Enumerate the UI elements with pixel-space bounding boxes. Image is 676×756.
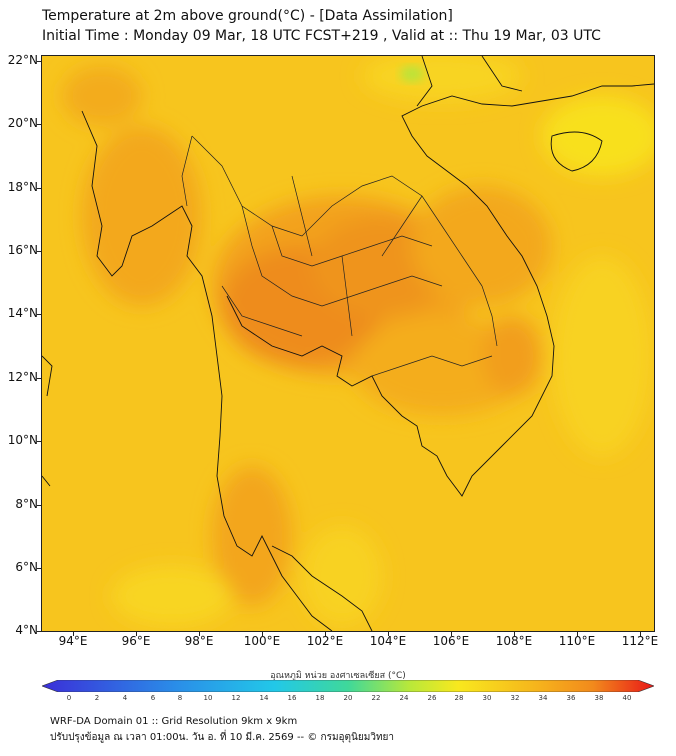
map-title: Temperature at 2m above ground(°C) - [Da… <box>42 6 601 46</box>
title-line-1: Temperature at 2m above ground(°C) - [Da… <box>42 8 453 24</box>
lat-tick-label: 12°N <box>7 370 38 384</box>
lat-tick-label: 8°N <box>15 497 38 511</box>
colorbar-tick-label: 28 <box>454 694 464 702</box>
lon-tick-mark <box>388 632 389 636</box>
lon-tick-label: 110°E <box>558 634 596 648</box>
lat-tick-mark <box>37 188 41 189</box>
lat-tick-label: 22°N <box>7 53 38 67</box>
lat-tick-label: 4°N <box>15 623 38 637</box>
lat-tick-mark <box>37 61 41 62</box>
cool-patch <box>400 66 424 82</box>
colorbar-tick-label: 34 <box>538 694 548 702</box>
lon-tick-mark <box>577 632 578 636</box>
title-line-2: Initial Time : Monday 09 Mar, 18 UTC FCS… <box>42 28 601 44</box>
lat-tick-mark <box>37 505 41 506</box>
province-borders <box>181 135 498 377</box>
footer-model-info: WRF-DA Domain 01 :: Grid Resolution 9km … <box>50 716 298 727</box>
lon-tick-label: 96°E <box>121 634 151 648</box>
colorbar-tick-label: 10 <box>203 694 213 702</box>
colorbar-tick-label: 40 <box>622 694 632 702</box>
lon-tick-mark <box>640 632 641 636</box>
lon-tick-label: 98°E <box>184 634 214 648</box>
lat-tick-label: 18°N <box>7 180 38 194</box>
lon-tick-mark <box>199 632 200 636</box>
colorbar-tick-label: 26 <box>427 694 437 702</box>
lon-tick-mark <box>262 632 263 636</box>
colorbar-tick-label: 12 <box>231 694 241 702</box>
lon-tick-mark <box>73 632 74 636</box>
lon-tick-mark <box>325 632 326 636</box>
lat-tick-mark <box>37 378 41 379</box>
lat-tick-label: 14°N <box>7 306 38 320</box>
colorbar-tick-label: 4 <box>122 694 128 702</box>
colorbar-tick-label: 6 <box>150 694 156 702</box>
colorbar-tick-label: 30 <box>482 694 492 702</box>
lon-tick-label: 108°E <box>495 634 533 648</box>
temperature-map <box>41 55 655 632</box>
lat-tick-mark <box>37 568 41 569</box>
colorbar-tick-label: 36 <box>566 694 576 702</box>
lat-tick-mark <box>37 124 41 125</box>
colorbar-tick-label: 0 <box>66 694 72 702</box>
coastlines-borders <box>42 56 654 631</box>
colorbar-title: อุณหภูมิ หน่วย องศาเซลเซียส (°C) <box>270 671 406 681</box>
colorbar-gradient <box>42 680 654 692</box>
colorbar-tick-label: 38 <box>594 694 604 702</box>
lon-tick-mark <box>514 632 515 636</box>
lon-tick-mark <box>136 632 137 636</box>
colorbar <box>42 680 654 692</box>
lat-tick-label: 6°N <box>15 560 38 574</box>
colorbar-tick-label: 32 <box>510 694 520 702</box>
lon-tick-label: 104°E <box>369 634 407 648</box>
lat-tick-label: 20°N <box>7 116 38 130</box>
map-canvas <box>42 56 654 631</box>
colorbar-tick-label: 24 <box>399 694 409 702</box>
lat-tick-mark <box>37 441 41 442</box>
colorbar-tick-label: 22 <box>371 694 381 702</box>
lat-tick-label: 10°N <box>7 433 38 447</box>
lat-tick-mark <box>37 631 41 632</box>
colorbar-tick-label: 18 <box>315 694 325 702</box>
lon-tick-label: 102°E <box>306 634 344 648</box>
lon-tick-mark <box>451 632 452 636</box>
colorbar-tick-label: 14 <box>259 694 269 702</box>
colorbar-tick-label: 2 <box>94 694 100 702</box>
lat-tick-mark <box>37 314 41 315</box>
lon-tick-label: 100°E <box>243 634 281 648</box>
lon-tick-label: 106°E <box>432 634 470 648</box>
lat-tick-label: 16°N <box>7 243 38 257</box>
colorbar-tick-label: 8 <box>177 694 183 702</box>
colorbar-tick-label: 16 <box>287 694 297 702</box>
lon-tick-label: 112°E <box>621 634 659 648</box>
colorbar-tick-label: 20 <box>343 694 353 702</box>
lat-tick-mark <box>37 251 41 252</box>
lon-tick-label: 94°E <box>58 634 88 648</box>
footer-update-info: ปรับปรุงข้อมูล ณ เวลา 01:00น. วัน อ. ที่… <box>50 732 395 743</box>
